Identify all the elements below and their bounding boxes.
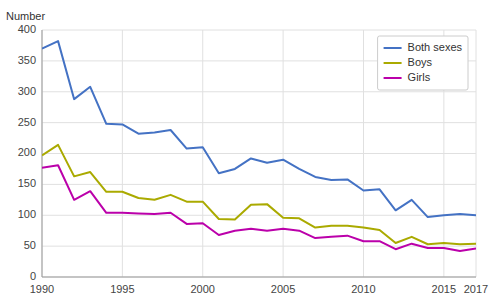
legend-swatch <box>384 77 402 79</box>
y-grid-line <box>42 91 476 92</box>
legend-label: Girls <box>408 71 431 83</box>
grid <box>42 30 476 277</box>
legend-swatch <box>384 47 402 49</box>
tick-labels: 0 50 100 150 200 250 300 350 400 1990 1995 2000 2005… <box>18 23 489 295</box>
series <box>42 41 476 251</box>
x-tick-label: 2005 <box>271 283 295 295</box>
y-tick-label: 200 <box>18 146 36 158</box>
y-grid-line <box>42 246 476 247</box>
y-grid-line <box>42 215 476 216</box>
y-grid-line <box>42 30 476 31</box>
chart: 0 50 100 150 200 250 300 350 400 1990 1995 2000 2005… <box>0 0 492 303</box>
legend-label: Boys <box>408 56 433 68</box>
y-tick-label: 300 <box>18 85 36 97</box>
y-tick-label: 100 <box>18 208 36 220</box>
series-line <box>42 165 476 251</box>
x-tick-label: 1990 <box>30 283 54 295</box>
legend-label: Both sexes <box>408 41 463 53</box>
x-grid-line <box>202 30 203 277</box>
x-grid-line <box>283 30 284 277</box>
page: {"chart_data": { "type": "line", "y_labe… <box>0 0 492 303</box>
y-axis-label: Number <box>6 10 45 22</box>
legend-swatch <box>384 62 402 64</box>
y-axis-line <box>42 30 43 277</box>
x-grid-line <box>363 30 364 277</box>
x-axis-line <box>42 277 476 278</box>
y-tick-label: 250 <box>18 116 36 128</box>
y-tick-label: 50 <box>24 239 36 251</box>
x-grid-line <box>122 30 123 277</box>
x-grid-line <box>476 30 477 277</box>
series-line <box>42 41 476 217</box>
x-tick-label: 2017 <box>464 283 488 295</box>
x-tick-label: 2010 <box>351 283 375 295</box>
y-grid-line <box>42 277 476 278</box>
y-tick-label: 0 <box>30 270 36 282</box>
x-tick-label: 2000 <box>190 283 214 295</box>
legend: Both sexes Boys Girls <box>378 36 468 90</box>
y-tick-label: 400 <box>18 23 36 35</box>
x-tick-label: 1995 <box>110 283 134 295</box>
x-grid-line <box>42 30 43 277</box>
legend-box <box>378 36 468 90</box>
y-grid-line <box>42 153 476 154</box>
x-tick-label: 2015 <box>432 283 456 295</box>
y-grid-line <box>42 184 476 185</box>
y-tick-label: 150 <box>18 177 36 189</box>
y-tick-label: 350 <box>18 54 36 66</box>
